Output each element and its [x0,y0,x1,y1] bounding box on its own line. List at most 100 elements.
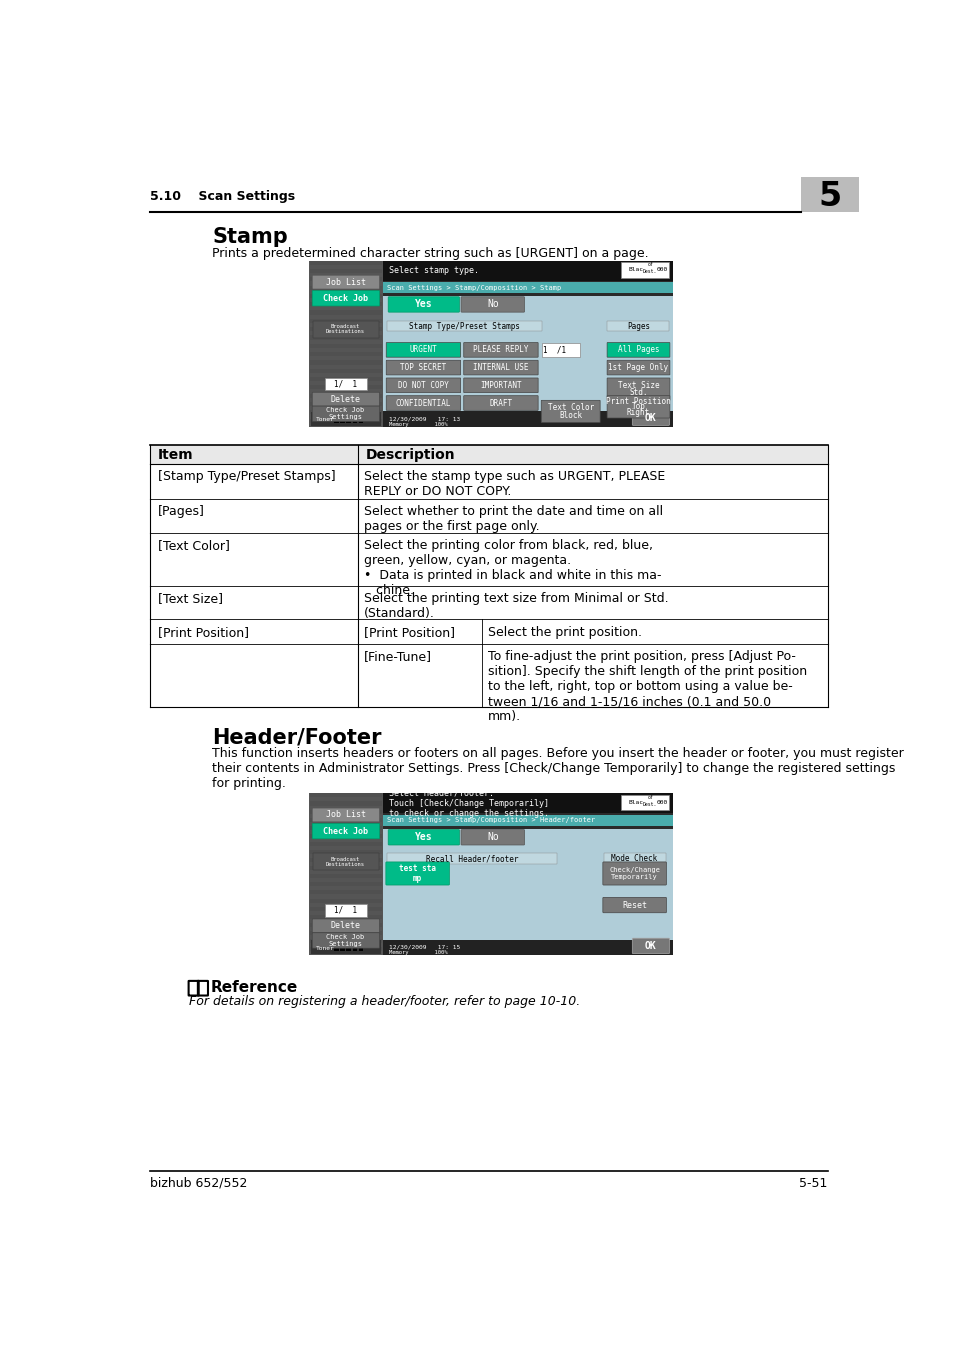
Text: Reset: Reset [621,900,646,910]
Bar [324,378,367,390]
FancyBboxPatch shape [460,830,524,845]
Bar [310,273,381,277]
Bar [310,919,381,923]
Text: Mode Check: Mode Check [611,855,657,864]
Bar [310,352,381,356]
Bar [310,364,381,369]
Bar [310,394,381,398]
Bar [353,944,356,952]
Text: INTERNAL USE: INTERNAL USE [473,363,528,373]
FancyBboxPatch shape [540,401,599,423]
Bar [310,855,381,859]
Bar [310,899,381,903]
Bar [310,377,381,381]
Bar [310,950,381,954]
Text: Job List: Job List [325,810,365,819]
Bar [310,891,381,895]
FancyBboxPatch shape [386,360,460,375]
FancyBboxPatch shape [386,343,460,358]
Text: Header/Footer: Header/Footer [212,728,381,747]
Bar [324,904,367,917]
Bar [334,944,338,952]
Text: Toner: Toner [315,417,334,423]
Bar [620,262,668,278]
Text: Scan Settings > Stamp/Composition > Stamp: Scan Settings > Stamp/Composition > Stam… [387,285,561,290]
Text: Recall Header/footer: Recall Header/footer [425,855,517,864]
FancyBboxPatch shape [312,406,379,421]
Text: 12/30/2009   17: 13: 12/30/2009 17: 13 [389,417,459,421]
Bar [382,940,673,954]
Bar [382,282,673,293]
Bar [310,290,381,294]
Bar [310,940,381,942]
Text: Job List: Job List [325,278,365,286]
Bar [310,294,381,298]
Text: Print Position: Print Position [605,397,670,406]
Bar [340,944,344,952]
Text: OK: OK [644,941,656,950]
Bar [310,360,381,365]
Bar [310,319,381,323]
Text: Std.: Std. [629,389,647,397]
Text: 1st Page Only: 1st Page Only [608,363,668,373]
Bar [310,883,381,887]
Bar [310,826,381,830]
Bar [310,348,381,352]
Bar [309,261,382,427]
Bar [310,335,381,340]
Bar [340,416,344,423]
Bar [603,853,665,864]
Bar [310,846,381,850]
FancyBboxPatch shape [463,378,537,393]
Text: [Stamp Type/Preset Stamps]: [Stamp Type/Preset Stamps] [158,470,335,483]
Bar [310,830,381,834]
Bar [310,418,381,423]
Bar [310,385,381,389]
Bar [310,931,381,936]
Text: Scan Settings > Stamp/Composition > Header/footer: Scan Settings > Stamp/Composition > Head… [387,817,595,824]
Bar [541,343,579,356]
FancyBboxPatch shape [388,297,459,312]
Bar [310,269,381,273]
Text: Dest.: Dest. [642,802,657,807]
Bar [358,416,363,423]
Bar [310,277,381,281]
Bar [310,306,381,310]
Text: Item: Item [158,448,193,462]
Text: [Text Color]: [Text Color] [158,539,230,552]
Bar [310,298,381,302]
Text: 5: 5 [818,180,841,213]
Text: Yes: Yes [415,833,432,842]
Bar [309,794,673,954]
Bar [310,281,381,285]
Bar [310,381,381,385]
FancyBboxPatch shape [606,360,669,375]
Text: 1/  1: 1/ 1 [334,906,356,915]
Text: Prints a predetermined character string such as [URGENT] on a page.: Prints a predetermined character string … [212,247,648,259]
Text: Select Header/footer.
Touch [Check/Change Temporarily]
to check or change the se: Select Header/footer. Touch [Check/Chang… [389,788,548,818]
Text: Broadcast
Destinations: Broadcast Destinations [326,324,365,335]
Bar [150,533,827,586]
Text: Blac: Blac [628,801,642,805]
FancyBboxPatch shape [606,378,669,401]
FancyBboxPatch shape [632,410,669,425]
Bar [310,327,381,331]
Text: 12/30/2009   17: 15: 12/30/2009 17: 15 [389,945,459,950]
Text: of: of [646,795,652,799]
FancyBboxPatch shape [602,898,666,913]
Bar [150,586,827,620]
Text: No: No [486,833,498,842]
Bar [386,853,557,864]
Bar [801,177,858,212]
Bar [150,644,827,707]
Bar [310,879,381,883]
Text: All Pages: All Pages [617,346,659,355]
Text: Memory        100%: Memory 100% [389,423,447,427]
Text: OK: OK [644,413,656,423]
Bar [310,838,381,842]
Text: Select the printing text size from Minimal or Std.
(Standard).: Select the printing text size from Minim… [364,591,668,620]
Bar [309,261,673,427]
Text: test sta
mp: test sta mp [398,864,436,883]
Bar [310,414,381,418]
Bar [310,265,381,269]
